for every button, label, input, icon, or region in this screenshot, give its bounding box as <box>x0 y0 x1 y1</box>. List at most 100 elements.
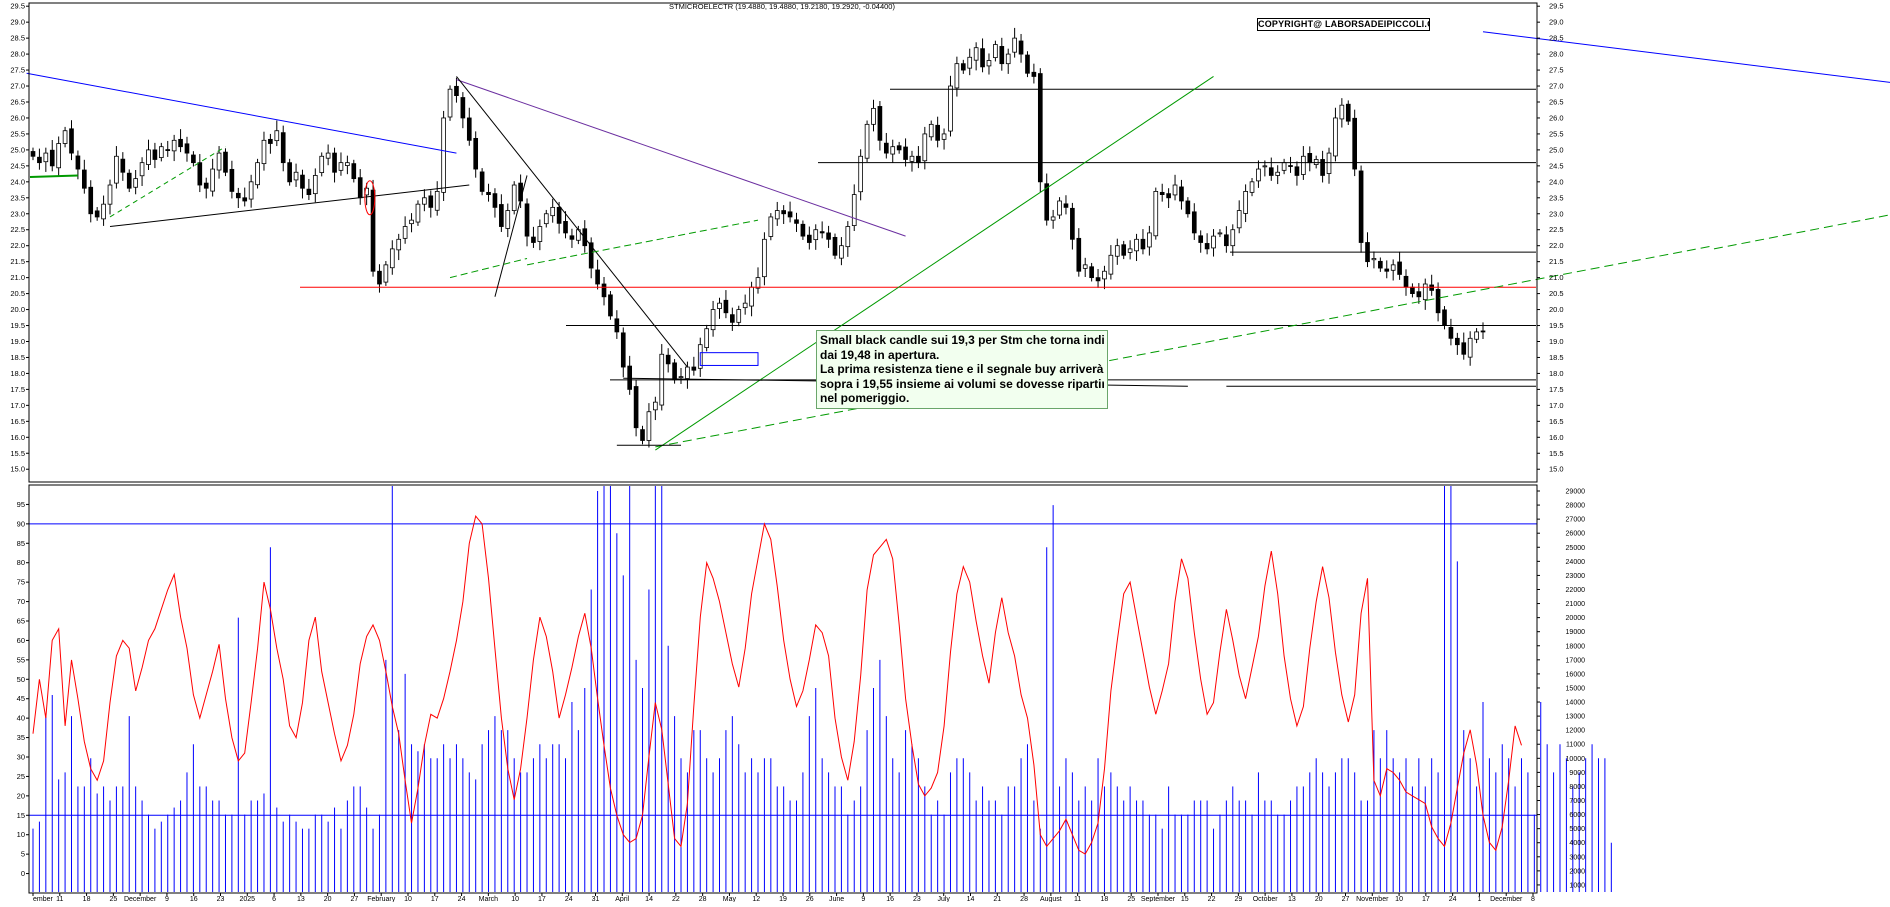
candle-body <box>1037 73 1043 183</box>
volume-tick-label: 17000 <box>1566 657 1586 664</box>
indicator-tick-label: 65 <box>17 617 25 626</box>
candle-body <box>608 294 613 317</box>
candle-body <box>986 60 992 67</box>
highlight-ellipse <box>364 180 376 216</box>
x-tick-label: 27 <box>1342 896 1350 902</box>
candle-body <box>1095 277 1101 282</box>
volume-tick-label: 2000 <box>1569 868 1585 875</box>
candle-body <box>1320 159 1325 176</box>
candle-body <box>864 123 870 159</box>
candle-body <box>1236 210 1242 229</box>
volume-tick-label: 19000 <box>1566 629 1586 636</box>
candle-body <box>653 401 658 411</box>
price-tick-label: 28.5 <box>1549 34 1564 43</box>
volume-tick-label: 28000 <box>1566 503 1586 510</box>
x-tick-label: 15 <box>1181 896 1189 902</box>
indicator-tick-label: 25 <box>17 772 25 781</box>
price-tick-label: 22.0 <box>10 241 25 250</box>
candle-body <box>69 128 74 154</box>
candle-body <box>101 203 106 220</box>
candle-body <box>1378 260 1383 269</box>
x-tick-label: October <box>1253 896 1279 902</box>
candle-body <box>197 162 203 186</box>
x-tick-label: December <box>1490 896 1523 902</box>
x-tick-label: 27 <box>351 896 359 902</box>
indicator-tick-label: 35 <box>17 733 25 742</box>
indicator-tick-label: 50 <box>17 675 25 684</box>
candle-body <box>768 216 774 237</box>
candle-body <box>409 219 414 225</box>
price-tick-label: 15.5 <box>10 449 25 458</box>
price-tick-label: 28.5 <box>10 34 25 43</box>
candle-body <box>832 236 838 256</box>
analysis-note-line: sopra i 19,55 insieme ai volumi se doves… <box>820 376 1104 391</box>
candle-body <box>499 204 504 227</box>
candle-body <box>1172 184 1178 196</box>
candle-body <box>1249 181 1255 193</box>
candle-body <box>537 226 543 242</box>
price-tick-label: 27.0 <box>1549 82 1564 91</box>
candle-body <box>1057 200 1062 216</box>
price-tick-label: 19.0 <box>1549 337 1564 346</box>
candle-body <box>1217 232 1223 235</box>
candle-body <box>1345 103 1351 122</box>
candle-body <box>858 155 863 193</box>
trendline-blue <box>26 72 457 154</box>
price-tick-label: 15.5 <box>1549 449 1564 458</box>
price-tick-label: 28.0 <box>10 50 25 59</box>
candle-body <box>633 386 639 429</box>
candle-body <box>890 146 896 155</box>
x-tick-label: 19 <box>779 896 787 902</box>
price-tick-label: 29.0 <box>10 18 25 27</box>
candle-body <box>1333 117 1338 157</box>
price-tick-label: 23.5 <box>1549 193 1564 202</box>
candle-body <box>126 172 132 189</box>
volume-tick-label: 16000 <box>1566 671 1586 678</box>
x-tick-label: 17 <box>538 896 546 902</box>
candle-body <box>1384 268 1390 272</box>
x-tick-label: April <box>615 896 629 902</box>
indicator-tick-label: 55 <box>17 655 25 664</box>
volume-tick-label: 14000 <box>1566 700 1586 707</box>
candle-body <box>1108 254 1114 275</box>
candle-body <box>569 235 575 240</box>
indicator-tick-label: 70 <box>17 597 25 606</box>
volume-tick-label: 9000 <box>1569 770 1585 777</box>
candle-body <box>1448 327 1454 339</box>
x-tick-label: 16 <box>190 896 198 902</box>
candle-body <box>1191 211 1197 234</box>
candle-body <box>993 44 998 59</box>
candle-body <box>261 139 267 165</box>
candle-body <box>1390 264 1396 271</box>
candle-body <box>1301 155 1306 175</box>
x-tick-label: 22 <box>672 896 680 902</box>
candle-body <box>255 162 260 186</box>
candle-body <box>871 107 876 125</box>
candle-body <box>1442 309 1447 326</box>
candle-body <box>909 155 915 162</box>
candle-body <box>543 213 549 225</box>
candle-body <box>422 197 427 205</box>
candle-body <box>37 156 42 164</box>
x-tick-label: 13 <box>297 896 305 902</box>
x-tick-label: 14 <box>967 896 975 902</box>
trendline-blue <box>1482 31 1890 83</box>
candle-body <box>184 143 190 154</box>
candle-body <box>88 186 94 215</box>
highlight-box <box>699 352 759 366</box>
analysis-note-line: dai 19,48 in apertura. <box>820 347 940 362</box>
candle-body <box>717 302 722 310</box>
price-tick-label: 26.5 <box>10 97 25 106</box>
candle-body <box>402 226 408 239</box>
candle-body <box>133 178 138 188</box>
volume-tick-label: 13000 <box>1566 714 1586 721</box>
candle-body <box>43 152 49 163</box>
volume-tick-label: 15000 <box>1566 685 1586 692</box>
candle-body <box>1467 337 1473 358</box>
x-tick-label: June <box>829 896 844 902</box>
price-tick-label: 29.0 <box>1549 18 1564 27</box>
candle-body <box>550 206 556 217</box>
candle-body <box>293 171 299 181</box>
